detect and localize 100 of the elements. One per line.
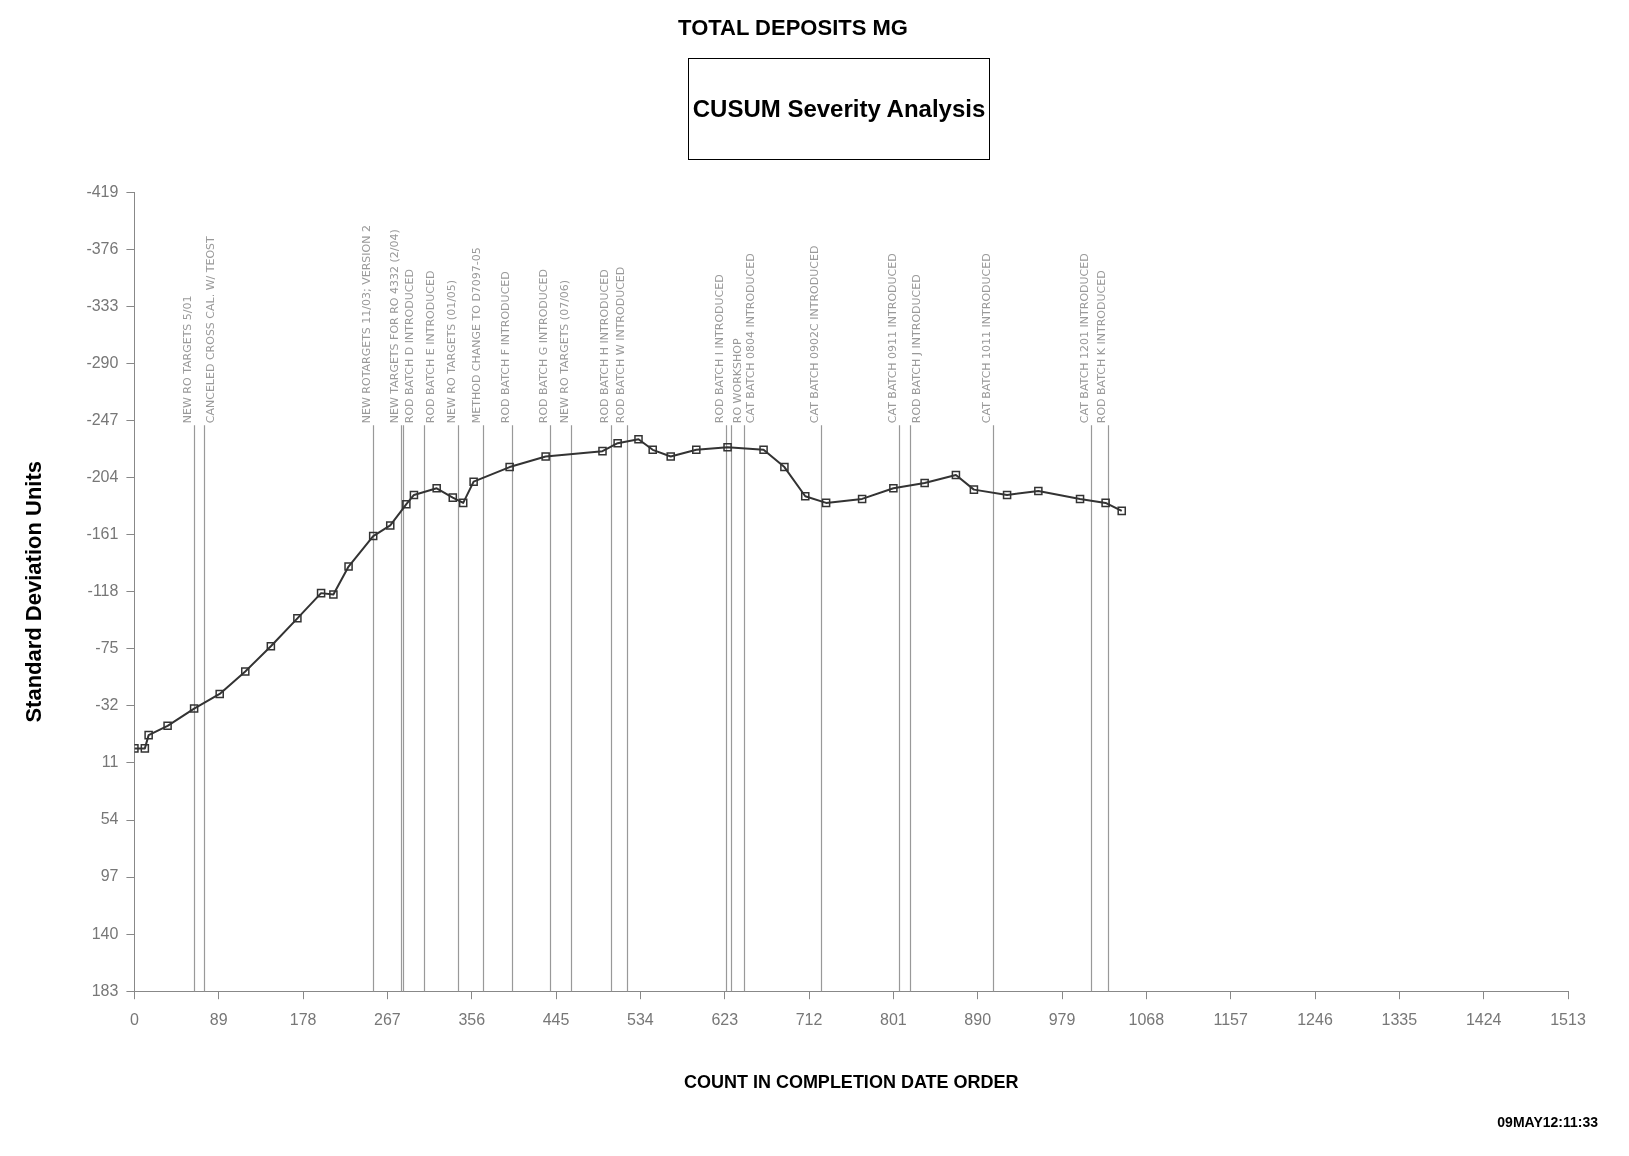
point (140, 744, 150, 753)
chart-subtitle: CUSUM Severity Analysis (688, 58, 990, 160)
ref-line-label: CAT BATCH 0911 INTRODUCED (885, 253, 899, 424)
y-tick-label: -75 (95, 639, 119, 657)
x-tick-label: 89 (209, 1011, 228, 1029)
point (692, 445, 701, 455)
x-tick-label: 1424 (1465, 1011, 1502, 1029)
ref-line-label: NEW TARGETS FOR RO 4332 (2/04) (387, 229, 401, 424)
point (505, 462, 514, 472)
ref-line-label: NEW RO TARGETS (01/05) (444, 279, 458, 424)
x-tick-label: 0 (129, 1011, 139, 1029)
point (666, 452, 675, 461)
ref-line-label: CAT BATCH 0804 INTRODUCED (743, 253, 757, 424)
point (1117, 506, 1127, 516)
x-tick-label: 890 (964, 1011, 992, 1029)
ref-line-label: CAT BATCH 1201 INTRODUCED (1077, 253, 1091, 424)
y-tick-label: 11 (101, 753, 119, 771)
ref-line-label: NEW RO TARGETS (07/06) (557, 279, 571, 424)
point (951, 470, 961, 480)
chart-title: TOTAL DEPOSITS MG (678, 15, 908, 41)
point (598, 446, 607, 456)
x-tick-label: 267 (374, 1011, 401, 1029)
point (969, 485, 979, 494)
point (1075, 494, 1085, 504)
x-axis-title: COUNT IN COMPLETION DATE ORDER (683, 1072, 1019, 1093)
ref-line-label: ROD BATCH D INTRODUCED (402, 269, 416, 424)
ref-line-label: CAT BATCH 1011 INTRODUCED (979, 253, 993, 424)
point (857, 494, 867, 504)
point (189, 704, 199, 713)
y-tick-label: -290 (86, 353, 119, 371)
y-tick-label: -247 (86, 411, 119, 429)
point (293, 614, 302, 623)
ref-line-label: ROD BATCH I INTRODUCED (712, 274, 726, 424)
ref-line-label: ROD BATCH H INTRODUCED (597, 269, 611, 424)
point (541, 452, 550, 461)
point (1034, 486, 1043, 496)
y-tick-label: -161 (86, 525, 119, 543)
point (316, 588, 326, 598)
x-tick-label: 979 (1048, 1011, 1076, 1029)
point (780, 462, 789, 472)
y-tick-label: -204 (86, 468, 119, 486)
ref-line-label: ROD BATCH E INTRODUCED (423, 270, 437, 424)
y-axis-title: Standard Deviation Units (21, 461, 47, 723)
text: 09MAY12:11:33 (1497, 1114, 1598, 1130)
y-tick-label: 183 (91, 981, 119, 999)
x-tick-label: 356 (458, 1011, 486, 1029)
point (469, 477, 478, 486)
x-tick-label: 1157 (1213, 1011, 1248, 1029)
point (409, 490, 419, 500)
x-tick-label: 178 (289, 1011, 317, 1029)
point (889, 484, 898, 493)
ref-line-label: CAT BATCH 0902C INTRODUCED (807, 245, 821, 424)
x-tick-label: 1246 (1297, 1011, 1333, 1029)
ref-line-label: METHOD CHANGE TO D7097-05 (469, 247, 483, 424)
x-tick-label: 623 (711, 1011, 739, 1029)
point (241, 667, 250, 676)
ref-line-label: NEW RO TARGETS 5/01 (180, 295, 194, 424)
point (448, 493, 458, 502)
y-tick-label: -333 (86, 296, 119, 314)
x-tick-label: 1513 (1550, 1011, 1586, 1029)
point (344, 562, 353, 571)
point (759, 445, 768, 455)
y-tick-label: 140 (91, 924, 119, 942)
y-tick-label: 97 (100, 867, 119, 885)
point (1101, 498, 1110, 508)
y-tick-label: 54 (100, 810, 119, 828)
y-tick-label: -118 (87, 582, 119, 600)
point (1002, 490, 1012, 500)
point (215, 689, 224, 699)
point (634, 434, 643, 444)
x-tick-label: 801 (880, 1011, 907, 1029)
x-tick-label: 1068 (1128, 1011, 1165, 1029)
point (458, 498, 468, 508)
ref-line-label: ROD BATCH F INTRODUCED (498, 271, 512, 424)
point (368, 531, 378, 541)
point (800, 491, 810, 501)
ref-line-label: NEW ROTARGETS 11/03; VERSION 2 (359, 225, 373, 424)
point (821, 498, 831, 508)
point (920, 478, 929, 488)
ref-line-label: ROD BATCH G INTRODUCED (536, 269, 550, 424)
point (266, 641, 276, 651)
y-tick-label: -32 (95, 696, 119, 714)
point (385, 521, 395, 530)
point (144, 730, 153, 740)
x-tick-label: 534 (627, 1011, 654, 1029)
point (432, 484, 441, 493)
ref-line-label: ROD BATCH J INTRODUCED (909, 274, 923, 424)
x-tick-label: 445 (542, 1011, 570, 1029)
x-tick-label: 1335 (1381, 1011, 1418, 1029)
point (613, 438, 622, 448)
point (329, 590, 338, 599)
point (723, 442, 732, 452)
point (648, 445, 657, 455)
point (163, 721, 172, 731)
ref-line-label: RO WORKSHOP (730, 338, 744, 424)
y-tick-label: -376 (86, 239, 119, 257)
ref-line-label: CANCELED CROSS CAL. W/ TEOST (203, 235, 217, 424)
y-tick-label: -419 (86, 182, 119, 200)
ref-line-label: ROD BATCH W INTRODUCED (613, 266, 627, 424)
x-tick-label: 712 (795, 1011, 823, 1029)
